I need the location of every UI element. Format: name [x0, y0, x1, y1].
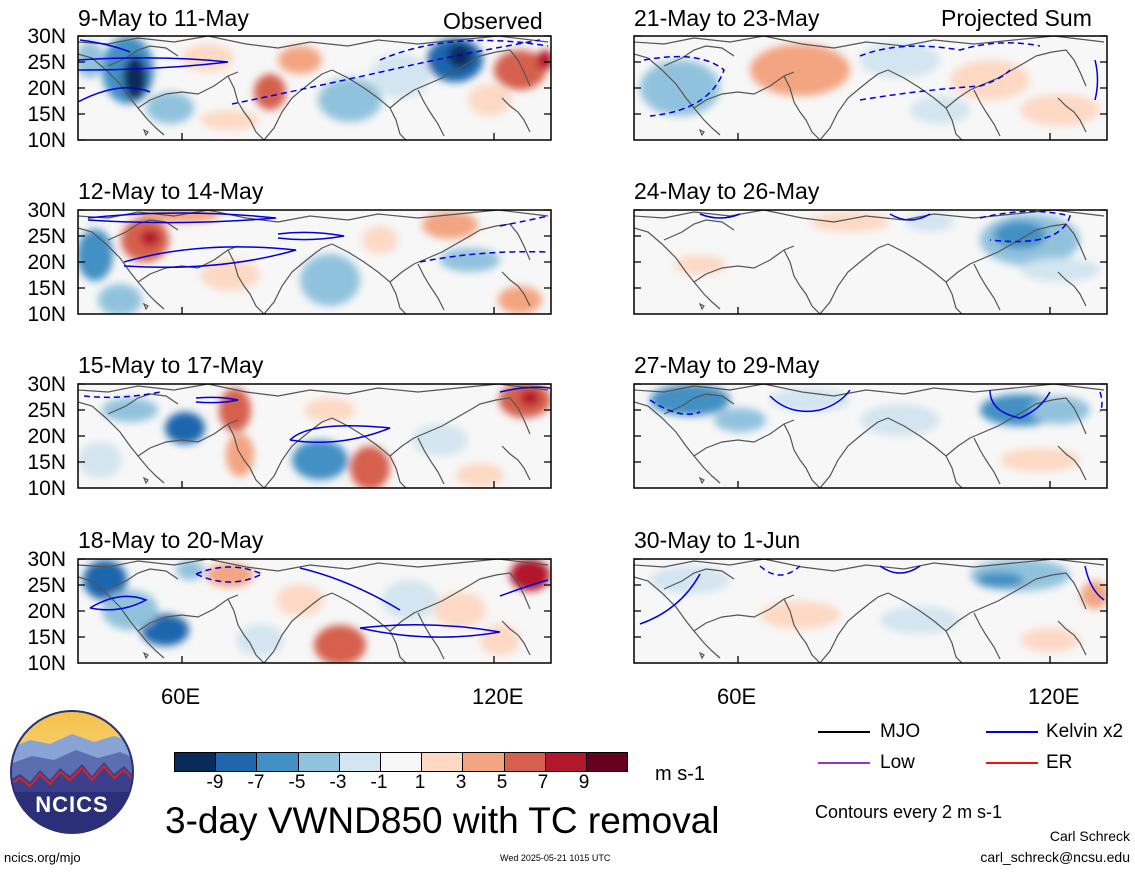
lat-label: 10N: [27, 477, 66, 500]
lon-label: 60E: [161, 684, 201, 709]
colorbar-swatch: [297, 753, 339, 771]
lat-label: 15N: [27, 451, 66, 474]
logo-text: NCICS: [35, 792, 109, 817]
er-legend-label: ER: [1046, 752, 1073, 773]
figure-title: 3-day VWND850 with TC removal: [165, 800, 720, 841]
logo-icon: [10, 710, 134, 834]
lat-label: 30N: [27, 25, 66, 48]
lat-label: 20N: [27, 251, 66, 274]
lat-label: 30N: [27, 199, 66, 222]
colorbar-label: 3: [455, 772, 467, 793]
colorbar-swatch: [503, 753, 545, 771]
colorbar-swatch: [379, 753, 422, 771]
colorbar-swatch: [421, 753, 463, 771]
lon-label: 120E: [472, 684, 524, 709]
colorbar-label: -5: [288, 772, 306, 793]
colorbar: [174, 752, 628, 772]
observed-label: Observed: [443, 8, 543, 34]
lat-label: 20N: [27, 600, 66, 623]
mjo-legend-label: MJO: [880, 721, 921, 742]
panel-title: 21-May to 23-May: [634, 5, 820, 31]
lon-label: 60E: [717, 684, 757, 709]
colorbar-swatch: [585, 753, 628, 771]
colorbar-swatch: [256, 753, 298, 771]
colorbar-swatch: [338, 753, 380, 771]
lat-label: 15N: [27, 626, 66, 649]
colorbar-swatch: [175, 753, 216, 771]
lat-label: 25N: [27, 51, 66, 74]
author-email[interactable]: carl_schreck@ncsu.edu: [980, 849, 1130, 865]
timestamp: Wed 2025-05-21 1015 UTC: [500, 853, 611, 863]
colorbar-label: 7: [537, 772, 549, 793]
colorbar-label: 5: [496, 772, 508, 793]
colorbar-label: -3: [329, 772, 347, 793]
lat-label: 25N: [27, 399, 66, 422]
panel-title: 12-May to 14-May: [78, 178, 264, 204]
lat-label: 10N: [27, 652, 66, 675]
colorbar-label: -9: [206, 772, 224, 793]
panel-title: 15-May to 17-May: [78, 352, 264, 378]
kelvin-legend-label: Kelvin x2: [1046, 721, 1124, 742]
lat-label: 30N: [27, 373, 66, 396]
panel-title: 9-May to 11-May: [78, 5, 249, 31]
lat-label: 10N: [27, 129, 66, 152]
author-name: Carl Schreck: [1049, 828, 1130, 844]
panel-title: 18-May to 20-May: [78, 527, 264, 553]
colorbar-swatch: [215, 753, 257, 771]
site-link[interactable]: ncics.org/mjo: [4, 850, 81, 865]
colorbar-swatch: [544, 753, 586, 771]
ncics-logo: NCICS: [10, 710, 134, 834]
colorbar-swatch: [462, 753, 504, 771]
lat-label: 25N: [27, 574, 66, 597]
panel-title: 27-May to 29-May: [634, 352, 820, 378]
lon-label: 120E: [1028, 684, 1080, 709]
lat-label: 25N: [27, 225, 66, 248]
projected-label: Projected Sum: [941, 5, 1092, 31]
lat-label: 15N: [27, 277, 66, 300]
contours-note: Contours every 2 m s-1: [815, 802, 1003, 822]
lat-label: 20N: [27, 77, 66, 100]
colorbar-label: 1: [414, 772, 426, 793]
panel-title: 30-May to 1-Jun: [634, 527, 801, 553]
lat-label: 30N: [27, 548, 66, 571]
lat-label: 15N: [27, 103, 66, 126]
lat-label: 10N: [27, 303, 66, 326]
panel-title: 24-May to 26-May: [634, 178, 820, 204]
colorbar-label: -1: [370, 772, 388, 793]
low-legend-label: Low: [880, 752, 915, 773]
colorbar-label: 9: [578, 772, 590, 793]
colorbar-units: m s-1: [655, 763, 705, 785]
colorbar-label: -7: [247, 772, 265, 793]
lat-label: 20N: [27, 425, 66, 448]
